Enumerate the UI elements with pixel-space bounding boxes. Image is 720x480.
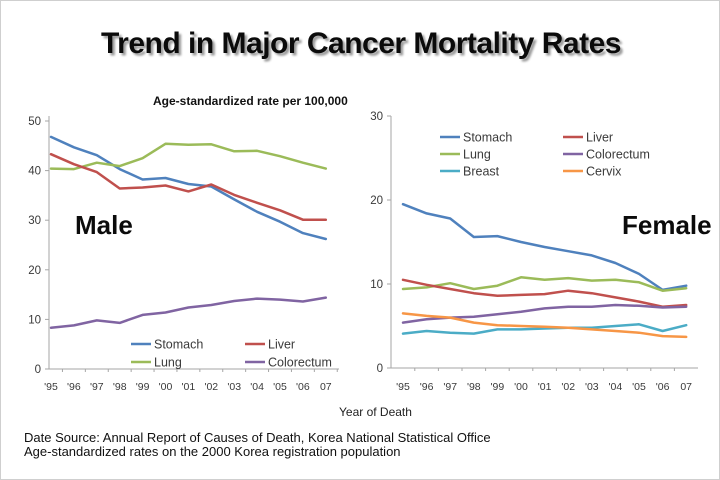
x-axis-tick-label: '04 <box>609 381 623 393</box>
x-axis-tick-label: '05 <box>632 381 646 393</box>
y-axis-tick-label: 0 <box>35 364 41 376</box>
legend-item-liver: Liver <box>245 338 295 352</box>
x-axis-tick-label: 07 <box>680 381 692 393</box>
x-axis-tick-label: '04 <box>250 381 264 393</box>
series-line-stomach <box>49 135 328 241</box>
x-axis-tick-label: '00 <box>514 381 528 393</box>
xaxis-title: Year of Death <box>339 405 412 419</box>
series-line-liver <box>401 278 688 308</box>
legend-label-stomach: Stomach <box>154 338 203 352</box>
page-title: Trend in Major Cancer Mortality Rates <box>101 27 621 60</box>
x-axis-tick-label: '97 <box>90 381 104 393</box>
x-axis-tick-label: '99 <box>491 381 505 393</box>
legend-item-liver: Liver <box>563 131 613 145</box>
x-axis-tick-label: '01 <box>538 381 552 393</box>
legend-label-cervix: Cervix <box>586 165 622 179</box>
x-axis-tick-label: '96 <box>420 381 434 393</box>
y-axis-tick-label: 30 <box>370 111 383 123</box>
legend-label-colorectum: Colorectum <box>586 148 650 162</box>
x-axis-tick-label: '05 <box>273 381 287 393</box>
legend-label-lung: Lung <box>154 356 182 370</box>
x-axis-tick-label: '96 <box>67 381 81 393</box>
x-axis-tick-label: '06 <box>296 381 310 393</box>
x-axis-tick-label: '99 <box>136 381 150 393</box>
legend-item-lung: Lung <box>131 356 182 370</box>
series-line-cervix <box>401 312 688 339</box>
series-line-colorectum <box>49 296 328 330</box>
source-note-line2: Age-standardized rates on the 2000 Korea… <box>24 444 401 459</box>
x-axis-tick-label: '02 <box>561 381 575 393</box>
legend-label-breast: Breast <box>463 165 500 179</box>
legend-label-lung: Lung <box>463 148 491 162</box>
legend-item-colorectum: Colorectum <box>563 148 650 162</box>
legend-label-colorectum: Colorectum <box>268 356 332 370</box>
x-axis-tick-label: '02 <box>204 381 218 393</box>
legend-item-stomach: Stomach <box>440 131 512 145</box>
series-line-colorectum <box>401 303 688 324</box>
chart-title-male: Male <box>75 210 133 240</box>
y-axis-tick-label: 10 <box>28 314 41 326</box>
x-axis-tick-label: '98 <box>467 381 481 393</box>
chart-title-female: Female <box>622 210 711 240</box>
x-axis-tick-label: '95 <box>396 381 410 393</box>
series-line-liver <box>49 152 328 221</box>
x-axis-tick-label: '98 <box>113 381 127 393</box>
x-axis-tick-label: '95 <box>44 381 58 393</box>
female-cancer-mortality-chart: 0 10 20 30 '95 '96 '97 '98 '99 '00 '01 '02 '03 '04 '05… <box>370 111 711 393</box>
source-note-line1: Date Source: Annual Report of Causes of … <box>24 430 491 445</box>
y-axis-tick-label: 50 <box>28 116 41 128</box>
legend-label-liver: Liver <box>268 338 295 352</box>
series-line-stomach <box>401 202 688 292</box>
y-axis-tick-label: 20 <box>28 265 41 277</box>
series-line-breast <box>401 323 688 335</box>
legend-item-stomach: Stomach <box>131 338 203 352</box>
y-axis-tick-label: 0 <box>377 363 383 375</box>
source-note: Date Source: Annual Report of Causes of … <box>24 431 491 459</box>
legend-item-lung: Lung <box>440 148 491 162</box>
yaxis-unit-label: Age-standardized rate per 100,000 <box>153 94 348 108</box>
male-cancer-mortality-chart: 0 10 20 30 40 50 '95 '96 '97 '98 '99 '00 '01 '02 '03 '0… <box>28 116 339 393</box>
legend-label-stomach: Stomach <box>463 131 512 145</box>
legend-item-cervix: Cervix <box>563 165 622 179</box>
x-axis-tick-label: '01 <box>182 381 196 393</box>
y-axis-tick-label: 10 <box>370 279 383 291</box>
y-axis-tick-label: 40 <box>28 166 41 178</box>
series-line-lung <box>49 142 328 171</box>
x-axis-tick-label: '00 <box>159 381 173 393</box>
y-axis-tick-label: 30 <box>28 215 41 227</box>
x-axis-tick-label: 07 <box>320 381 332 393</box>
x-axis-tick-label: '97 <box>443 381 457 393</box>
series-line-lung <box>401 276 688 292</box>
x-axis-tick-label: '03 <box>585 381 599 393</box>
legend-item-breast: Breast <box>440 165 500 179</box>
x-axis-tick-label: '03 <box>227 381 241 393</box>
legend-label-liver: Liver <box>586 131 613 145</box>
legend-item-colorectum: Colorectum <box>245 356 332 370</box>
y-axis-tick-label: 20 <box>370 195 383 207</box>
x-axis-tick-label: '06 <box>656 381 670 393</box>
